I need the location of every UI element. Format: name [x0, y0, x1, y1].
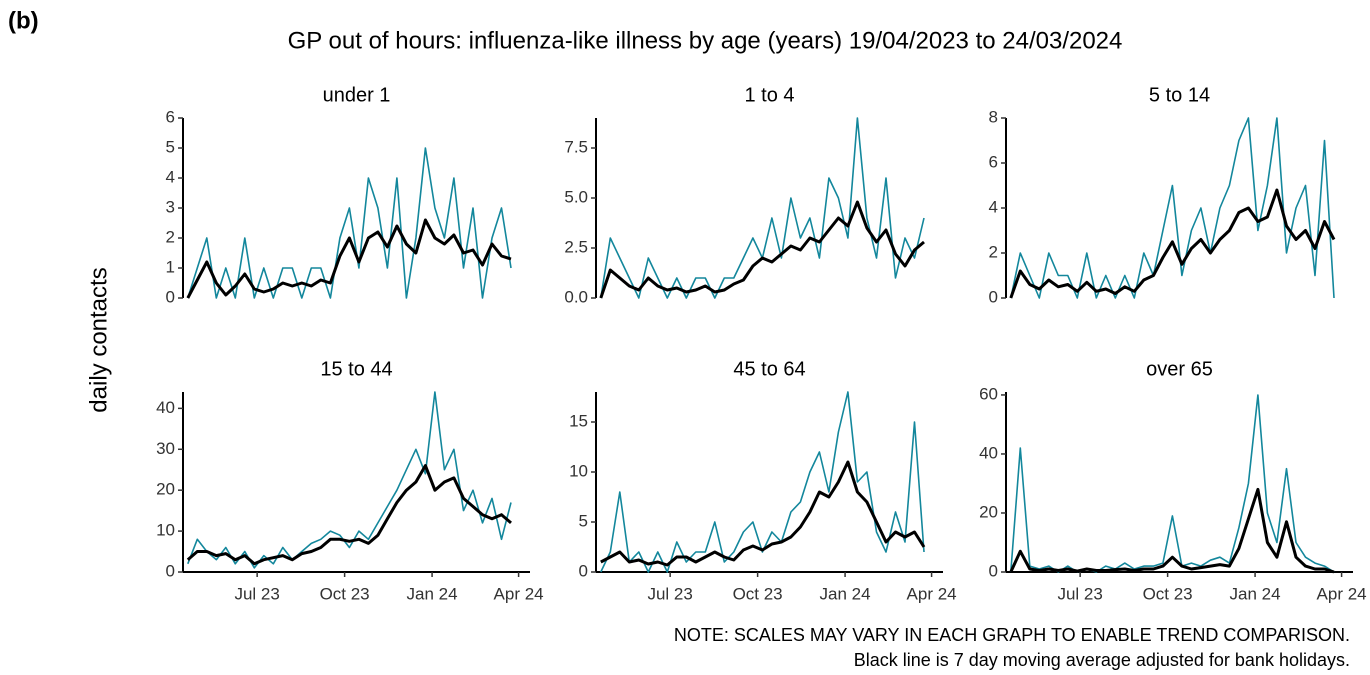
y-tick-label: 10 [569, 461, 588, 480]
y-tick-label: 2.5 [564, 237, 588, 256]
x-tick-label: Oct 23 [1143, 584, 1193, 603]
average-line [186, 218, 512, 299]
y-tick-label: 5.0 [564, 187, 588, 206]
y-tick-label: 3 [166, 197, 175, 216]
y-tick-label: 5 [579, 511, 588, 530]
y-tick-label: 30 [156, 439, 175, 458]
daily-line [187, 147, 512, 299]
panel-title: 1 to 4 [744, 84, 794, 106]
x-tick-label: Oct 23 [733, 584, 783, 603]
y-tick-label: 0.0 [564, 287, 588, 306]
x-tick-label: Jan 24 [820, 584, 871, 603]
x-tick-label: Jan 24 [1230, 584, 1281, 603]
y-tick-label: 8 [989, 107, 998, 126]
daily-line [1010, 394, 1335, 573]
average-line [600, 460, 926, 567]
y-tick-label: 7.5 [564, 137, 588, 156]
y-tick-label: 0 [989, 287, 998, 306]
y-tick-label: 40 [156, 398, 175, 417]
x-tick-label: Apr 24 [494, 584, 544, 603]
x-tick-label: Apr 24 [907, 584, 957, 603]
y-tick-label: 1 [166, 257, 175, 276]
panel-title: over 65 [1146, 358, 1213, 380]
note: NOTE: SCALES MAY VARY IN EACH GRAPH TO E… [674, 625, 1350, 645]
y-tick-label: 4 [166, 167, 175, 186]
average-line [1009, 487, 1335, 574]
x-tick-label: Jul 23 [234, 584, 279, 603]
average-line [599, 200, 925, 299]
y-tick-label: 6 [166, 107, 175, 126]
daily-line [600, 117, 925, 299]
y-tick-label: 40 [979, 443, 998, 462]
y-tick-label: 15 [569, 411, 588, 430]
y-tick-label: 60 [979, 384, 998, 403]
y-tick-label: 2 [989, 242, 998, 261]
note: Black line is 7 day moving average adjus… [854, 650, 1350, 670]
x-tick-label: Oct 23 [320, 584, 370, 603]
y-tick-label: 5 [166, 137, 175, 156]
x-tick-label: Apr 24 [1317, 584, 1367, 603]
x-tick-label: Jan 24 [407, 584, 458, 603]
panel-title: 45 to 64 [733, 358, 805, 380]
y-tick-label: 2 [166, 227, 175, 246]
y-tick-label: 4 [989, 197, 998, 216]
y-tick-label: 6 [989, 152, 998, 171]
x-tick-label: Jul 23 [1057, 584, 1102, 603]
daily-line [1010, 117, 1335, 299]
panel-title: under 1 [323, 84, 391, 106]
panel-title: 5 to 14 [1149, 84, 1210, 106]
average-line [1009, 188, 1336, 299]
y-axis-label: daily contacts [85, 267, 112, 412]
y-tick-label: 0 [166, 561, 175, 580]
y-tick-label: 0 [989, 561, 998, 580]
y-tick-label: 10 [156, 521, 175, 540]
average-line [186, 464, 512, 566]
panel-label: (b) [8, 7, 39, 34]
y-tick-label: 20 [979, 502, 998, 521]
y-tick-label: 0 [166, 287, 175, 306]
daily-line [600, 391, 925, 573]
y-tick-label: 0 [579, 561, 588, 580]
x-tick-label: Jul 23 [647, 584, 692, 603]
y-tick-label: 20 [156, 480, 175, 499]
chart-title: GP out of hours: influenza-like illness … [288, 27, 1123, 54]
panel-title: 15 to 44 [320, 358, 392, 380]
